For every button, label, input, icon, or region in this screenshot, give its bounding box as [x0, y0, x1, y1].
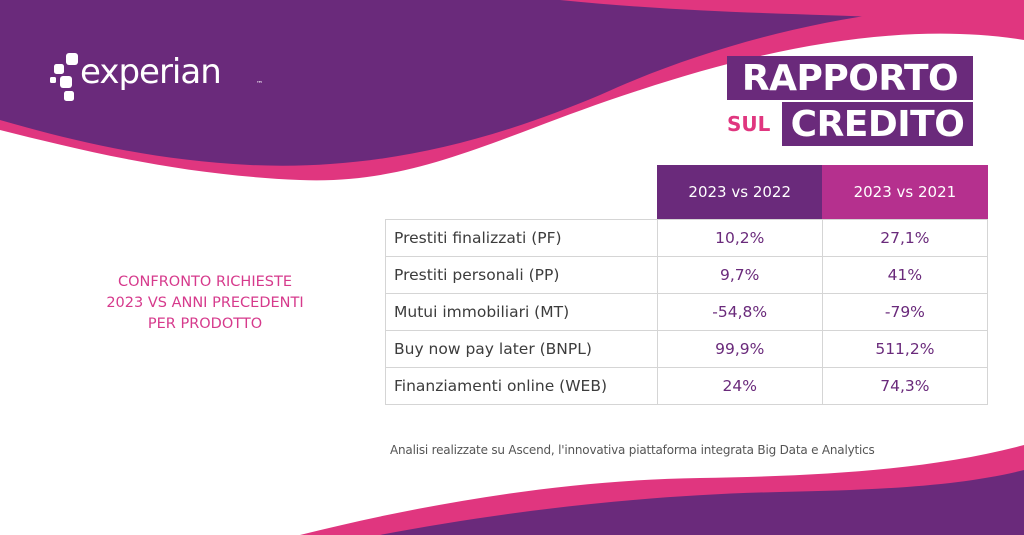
row-label: Prestiti personali (PP): [385, 256, 658, 294]
value-vs-2022: 10,2%: [656, 219, 823, 257]
value-vs-2021: 511,2%: [821, 330, 989, 368]
report-brand: RAPPORTO SUL CREDITO: [727, 56, 973, 146]
row-label: Prestiti finalizzati (PF): [385, 219, 658, 257]
experian-dots-icon: [50, 53, 78, 101]
footnote: Analisi realizzate su Ascend, l'innovati…: [390, 443, 875, 457]
brand-credito: CREDITO: [782, 102, 973, 146]
value-vs-2021: -79%: [821, 293, 989, 331]
brand-rapporto: RAPPORTO: [727, 56, 973, 100]
row-label: Buy now pay later (BNPL): [385, 330, 658, 368]
value-vs-2021: 74,3%: [821, 367, 989, 405]
brand-sul: SUL: [727, 112, 771, 136]
top-purple-wave: [0, 0, 1024, 166]
section-heading: CONFRONTO RICHIESTE 2023 VS ANNI PRECEDE…: [70, 272, 340, 335]
value-vs-2022: -54,8%: [656, 293, 823, 331]
row-label: Mutui immobiliari (MT): [385, 293, 658, 331]
table-row: Buy now pay later (BNPL) 99,9% 511,2%: [385, 330, 989, 368]
value-vs-2022: 24%: [656, 367, 823, 405]
header-2023-vs-2021: 2023 vs 2021: [822, 165, 988, 220]
trademark-symbol: ™: [256, 80, 263, 88]
bottom-purple-wave: [380, 470, 1024, 535]
value-vs-2021: 41%: [821, 256, 989, 294]
experian-wordmark: experian: [80, 52, 222, 92]
heading-line-2: 2023 VS ANNI PRECEDENTI: [106, 295, 304, 311]
table-header-row: 2023 vs 2022 2023 vs 2021: [386, 165, 988, 220]
table-row: Prestiti finalizzati (PF) 10,2% 27,1%: [385, 219, 989, 257]
table-row: Mutui immobiliari (MT) -54,8% -79%: [385, 293, 989, 331]
header-2023-vs-2022: 2023 vs 2022: [657, 165, 823, 220]
row-label: Finanziamenti online (WEB): [385, 367, 658, 405]
value-vs-2022: 99,9%: [656, 330, 823, 368]
top-right-pink-strip: [560, 0, 1024, 30]
comparison-table: 2023 vs 2022 2023 vs 2021 Prestiti final…: [385, 165, 989, 405]
value-vs-2022: 9,7%: [656, 256, 823, 294]
table-row: Finanziamenti online (WEB) 24% 74,3%: [385, 367, 989, 405]
table-row: Prestiti personali (PP) 9,7% 41%: [385, 256, 989, 294]
heading-line-3: PER PRODOTTO: [147, 316, 263, 332]
header-empty-cell: [386, 165, 658, 220]
value-vs-2021: 27,1%: [821, 219, 989, 257]
heading-line-1: CONFRONTO RICHIESTE: [118, 274, 292, 290]
